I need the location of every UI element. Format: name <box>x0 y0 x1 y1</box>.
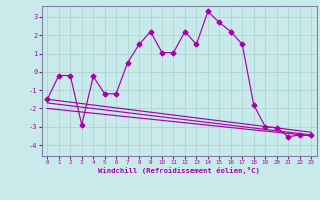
X-axis label: Windchill (Refroidissement éolien,°C): Windchill (Refroidissement éolien,°C) <box>98 167 260 174</box>
